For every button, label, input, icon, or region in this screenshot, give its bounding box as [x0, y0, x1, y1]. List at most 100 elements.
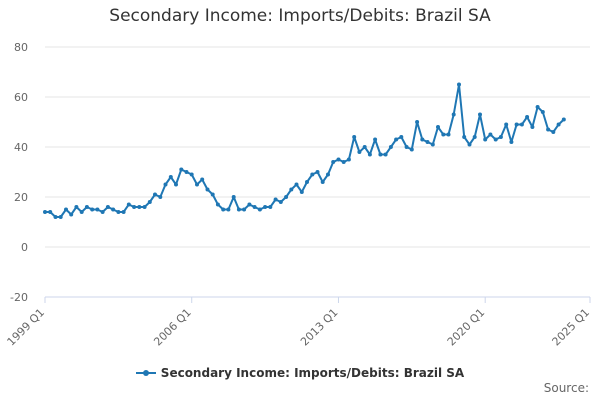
y-tick-label: 60 — [14, 91, 28, 104]
data-point — [341, 160, 346, 164]
y-tick-label: 0 — [21, 241, 28, 254]
data-point — [79, 210, 84, 214]
data-point — [147, 200, 152, 204]
data-point — [561, 117, 566, 122]
data-point — [189, 172, 194, 177]
data-point — [362, 145, 367, 149]
data-point — [43, 210, 47, 214]
data-point — [100, 210, 105, 214]
data-point — [546, 127, 551, 132]
data-point — [530, 125, 535, 129]
series-layer — [43, 82, 566, 219]
x-axis-labels: 1999 Q1 2006 Q1 2013 Q1 2020 Q1 2025 Q1 — [5, 306, 593, 349]
data-point — [305, 180, 309, 184]
data-point — [257, 207, 262, 212]
data-point — [409, 147, 414, 152]
x-tick-label: 2025 Q1 — [550, 306, 593, 349]
data-point — [467, 142, 472, 147]
data-point — [420, 137, 425, 142]
data-point — [388, 145, 393, 149]
data-point — [326, 172, 330, 177]
data-point — [116, 210, 121, 214]
legend-swatch-dot — [142, 370, 149, 376]
data-point — [462, 135, 467, 139]
data-point — [179, 167, 184, 172]
data-point — [383, 152, 388, 157]
data-point — [483, 137, 488, 142]
data-point — [153, 192, 157, 197]
data-point — [252, 205, 257, 209]
data-point — [299, 190, 304, 194]
data-point — [53, 215, 58, 219]
chart-title: Secondary Income: Imports/Debits: Brazil… — [109, 6, 491, 26]
data-point — [373, 137, 378, 142]
data-point — [320, 180, 325, 184]
data-point — [498, 135, 503, 139]
data-point — [231, 195, 236, 199]
data-point — [451, 112, 456, 117]
data-point — [132, 205, 137, 209]
data-point — [556, 122, 561, 127]
data-point — [488, 132, 493, 137]
data-point — [315, 170, 320, 174]
data-point — [84, 205, 89, 209]
legend[interactable]: Secondary Income: Imports/Debits: Brazil… — [0, 366, 600, 380]
data-point — [95, 207, 100, 212]
data-point — [472, 135, 477, 139]
data-point — [121, 210, 126, 214]
data-point — [90, 207, 95, 212]
data-point — [74, 205, 79, 209]
series-line — [45, 83, 565, 218]
data-point — [394, 137, 399, 142]
data-point — [242, 207, 247, 212]
data-point — [210, 192, 215, 197]
data-point — [278, 200, 283, 204]
data-point — [352, 135, 357, 139]
data-point — [367, 152, 372, 157]
data-point — [273, 197, 278, 202]
x-tick-label: 1999 Q1 — [5, 306, 48, 349]
data-point — [111, 207, 116, 212]
data-point — [540, 110, 545, 114]
data-point — [48, 210, 53, 214]
data-point — [441, 132, 446, 137]
data-point — [504, 122, 509, 127]
data-point — [378, 152, 383, 157]
data-point — [268, 205, 273, 209]
data-point — [236, 207, 241, 212]
data-point — [163, 182, 168, 187]
data-point — [294, 182, 299, 187]
grid-lines — [45, 46, 590, 248]
data-point — [226, 207, 231, 212]
data-point — [493, 137, 498, 142]
data-point — [215, 202, 220, 207]
data-point — [64, 207, 68, 212]
y-tick-label: -20 — [10, 291, 28, 304]
data-point — [478, 112, 482, 117]
legend-swatch-icon — [135, 368, 156, 378]
x-tick-label: 2020 Q1 — [445, 306, 488, 349]
data-point — [399, 135, 404, 139]
y-tick-label: 40 — [14, 141, 28, 154]
data-point — [357, 150, 362, 154]
x-tick-label: 2006 Q1 — [151, 306, 194, 349]
data-point — [247, 202, 252, 207]
data-point — [425, 140, 430, 144]
data-point — [263, 205, 268, 209]
y-tick-label: 20 — [14, 191, 28, 204]
data-point — [195, 182, 199, 187]
data-point — [446, 132, 451, 137]
data-point — [436, 125, 440, 129]
y-tick-label: 80 — [14, 41, 28, 54]
data-point — [551, 130, 556, 134]
x-tick-label: 2013 Q1 — [298, 306, 341, 349]
data-point — [126, 202, 131, 207]
data-point — [158, 195, 163, 199]
data-point — [69, 212, 74, 217]
data-point — [205, 187, 210, 192]
data-point — [221, 207, 226, 212]
data-point — [457, 82, 461, 87]
data-point — [168, 175, 173, 179]
legend-label: Secondary Income: Imports/Debits: Brazil… — [160, 366, 465, 380]
